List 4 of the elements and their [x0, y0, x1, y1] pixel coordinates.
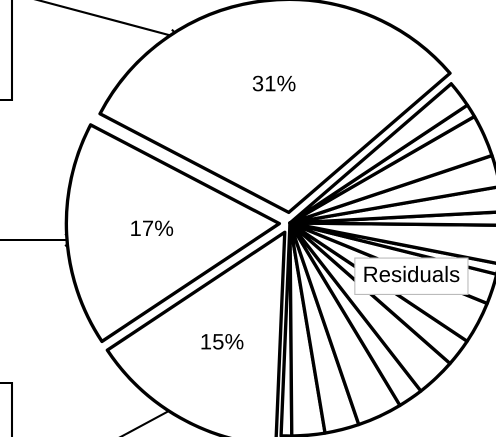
text: Residuals: [364, 266, 460, 282]
data-label: 15%: [201, 334, 244, 350]
data-label: 31%: [252, 76, 296, 92]
data-label: 17%: [131, 220, 174, 236]
